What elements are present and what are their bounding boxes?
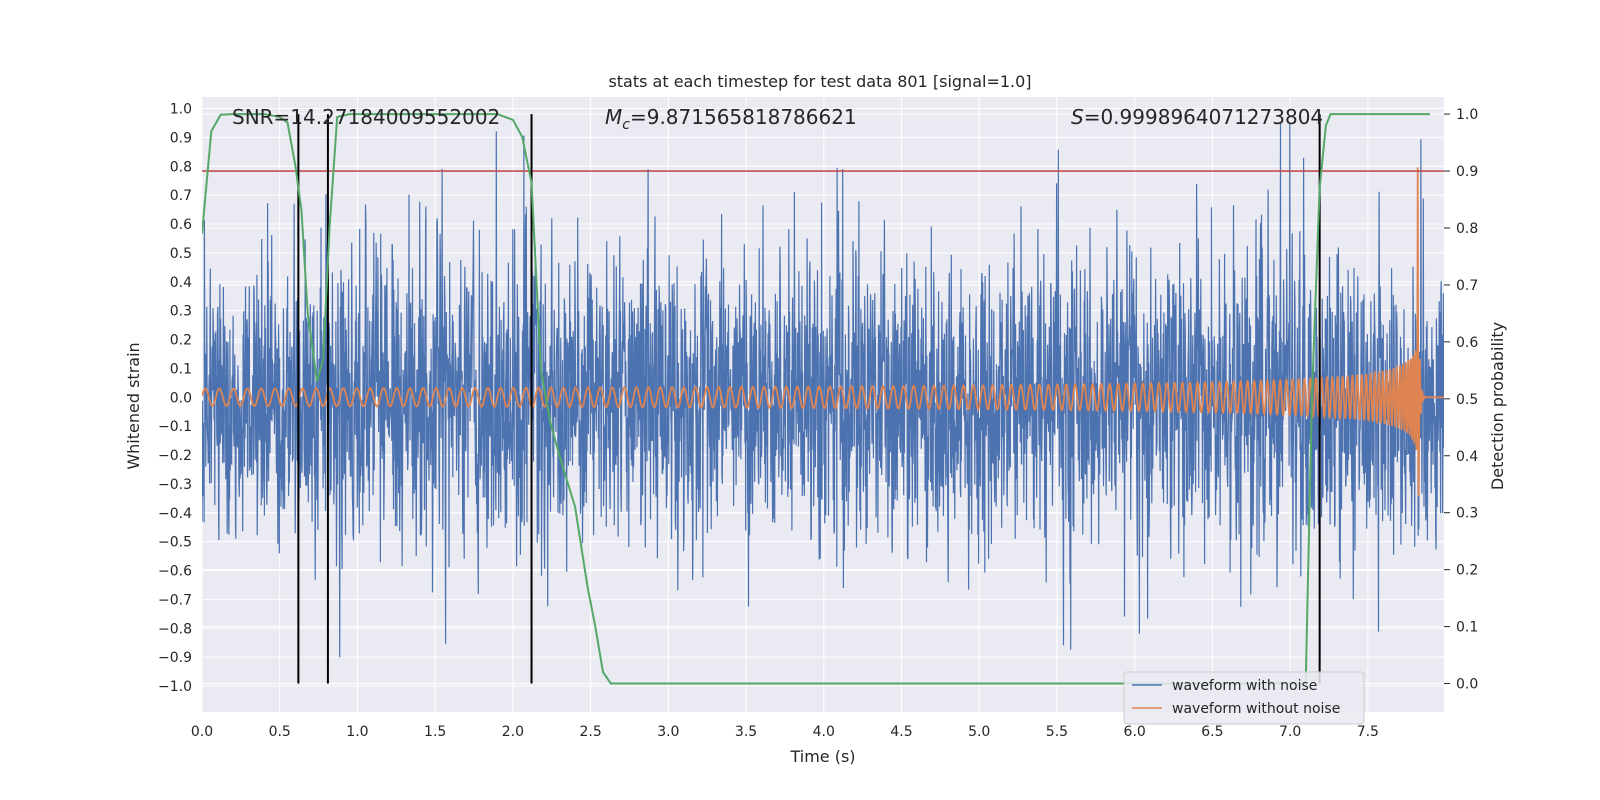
y-tick-label: −0.9	[158, 650, 192, 666]
x-tick-label: 4.0	[813, 724, 835, 740]
y-tick-label: −0.1	[158, 419, 192, 435]
x-tick-label: 6.5	[1201, 724, 1223, 740]
y2-tick-label: 0.9	[1456, 164, 1478, 180]
x-tick-label: 3.0	[657, 724, 679, 740]
legend: waveform with noise waveform without noi…	[1123, 671, 1365, 725]
x-tick-label: 4.5	[890, 724, 912, 740]
x-axis-ticks: 0.0 0.5 1.0 1.5 2.0 2.5 3.0 3.5 4.0 4.5 5.0 5.5 6.0 6…	[191, 724, 1379, 740]
score-symbol: S	[1071, 105, 1084, 129]
y2-tick-label: 0.1	[1456, 620, 1478, 636]
legend-box	[1123, 671, 1365, 725]
y2-tick-label: 0.2	[1456, 563, 1478, 579]
legend-label-clean: waveform without noise	[1172, 701, 1340, 717]
x-tick-label: 7.0	[1279, 724, 1301, 740]
y-tick-label: −0.6	[158, 564, 192, 580]
y2-tick-label: 0.5	[1456, 392, 1478, 408]
y-tick-label: −0.5	[158, 535, 192, 551]
y2-tick-label: 0.4	[1456, 449, 1478, 465]
y-tick-label: 0.2	[170, 333, 192, 349]
x-tick-label: 5.5	[1046, 724, 1068, 740]
score-annotation: S=0.9998964071273804	[1071, 105, 1323, 129]
snr-annotation: SNR=14.27184009552002	[232, 105, 500, 129]
x-tick-label: 0.0	[191, 724, 213, 740]
chirp-mass-symbol: M	[605, 105, 622, 129]
y-tick-label: −0.8	[158, 621, 192, 637]
y-tick-label: 0.9	[170, 130, 192, 146]
y-tick-label: 0.8	[170, 159, 192, 175]
x-tick-label: 7.5	[1357, 724, 1379, 740]
x-tick-label: 3.5	[735, 724, 757, 740]
y-axis-ticks: 1.0 0.9 0.8 0.7 0.6 0.5 0.4 0.3 0.2 0.1 0.0 −0.1 −0.…	[158, 102, 192, 695]
y-tick-label: −0.7	[158, 592, 192, 608]
chart-title: stats at each timestep for test data 801…	[608, 72, 1031, 91]
y2-tick-label: 0.3	[1456, 506, 1478, 522]
y2-tick-label: 0.7	[1456, 278, 1478, 294]
y2-tick-label: 0.8	[1456, 221, 1478, 237]
series-waveform-without-noise	[202, 167, 1444, 497]
x-tick-label: 5.0	[968, 724, 990, 740]
x-axis-label: Time (s)	[789, 747, 855, 766]
score-value: =0.9998964071273804	[1084, 105, 1323, 129]
y-tick-label: −1.0	[158, 679, 192, 695]
y-tick-label: 0.4	[170, 275, 192, 291]
y-tick-label: −0.3	[158, 477, 192, 493]
x-tick-label: 2.0	[502, 724, 524, 740]
chirp-mass-value: =9.871565818786621	[630, 105, 857, 129]
y2-tick-label: 1.0	[1456, 107, 1478, 123]
series-waveform-with-noise	[202, 122, 1444, 658]
legend-label-noise: waveform with noise	[1172, 678, 1317, 694]
y2-axis-ticks: 1.0 0.9 0.8 0.7 0.6 0.5 0.4 0.3 0.2 0.1 0.0	[1444, 107, 1478, 693]
y-tick-label: 1.0	[170, 102, 192, 118]
x-tick-label: 6.0	[1124, 724, 1146, 740]
chirp-mass-annotation: Mc=9.871565818786621	[605, 105, 857, 133]
x-tick-label: 1.5	[424, 724, 446, 740]
y2-tick-label: 0.6	[1456, 335, 1478, 351]
chirp-mass-subscript: c	[622, 117, 630, 133]
y-axis-label: Whitened strain	[124, 342, 143, 469]
y2-tick-label: 0.0	[1456, 677, 1478, 693]
y2-axis-label: Detection probability	[1488, 322, 1507, 490]
y-tick-label: −0.4	[158, 506, 192, 522]
y-tick-label: 0.5	[170, 246, 192, 262]
x-tick-label: 1.0	[346, 724, 368, 740]
y-tick-label: 0.6	[170, 217, 192, 233]
x-tick-label: 2.5	[579, 724, 601, 740]
y-tick-label: 0.7	[170, 188, 192, 204]
x-tick-label: 0.5	[269, 724, 291, 740]
y-tick-label: 0.3	[170, 304, 192, 320]
y-tick-label: 0.1	[170, 361, 192, 377]
y-tick-label: 0.0	[170, 390, 192, 406]
y-tick-label: −0.2	[158, 448, 192, 464]
